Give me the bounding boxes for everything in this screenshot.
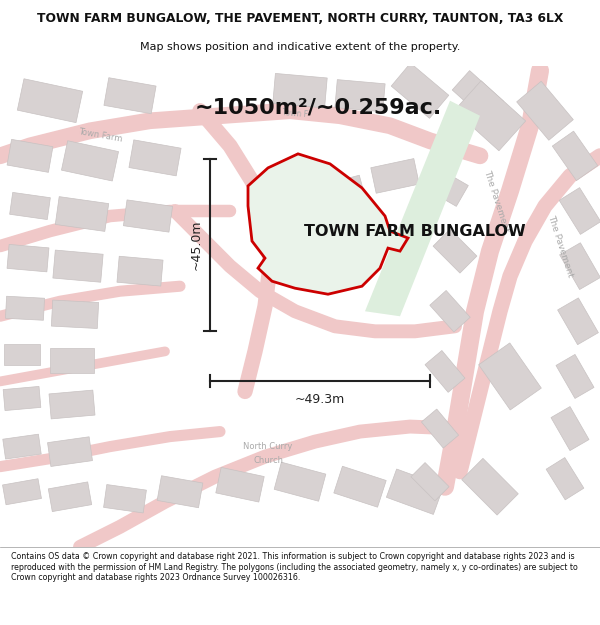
Polygon shape <box>17 79 83 122</box>
Polygon shape <box>365 101 480 316</box>
Text: The Pavement: The Pavement <box>482 169 511 233</box>
Polygon shape <box>422 166 469 206</box>
Polygon shape <box>129 140 181 176</box>
Polygon shape <box>559 188 600 234</box>
Polygon shape <box>7 139 53 172</box>
Polygon shape <box>248 154 408 294</box>
Polygon shape <box>273 73 327 108</box>
Polygon shape <box>104 78 156 114</box>
Polygon shape <box>546 458 584 500</box>
Polygon shape <box>50 348 94 373</box>
Polygon shape <box>560 242 600 289</box>
Polygon shape <box>462 458 518 515</box>
Text: ~49.3m: ~49.3m <box>295 393 345 406</box>
Text: The Pavement: The Pavement <box>545 214 574 278</box>
Polygon shape <box>2 479 41 505</box>
Text: ~1050m²/~0.259ac.: ~1050m²/~0.259ac. <box>194 98 442 118</box>
Polygon shape <box>334 466 386 508</box>
Polygon shape <box>52 300 98 329</box>
Polygon shape <box>3 434 41 459</box>
Polygon shape <box>157 476 203 508</box>
Text: TOWN FARM BUNGALOW: TOWN FARM BUNGALOW <box>304 224 526 239</box>
Polygon shape <box>551 406 589 451</box>
Polygon shape <box>556 354 594 399</box>
Polygon shape <box>55 197 109 231</box>
Polygon shape <box>104 484 146 513</box>
Polygon shape <box>454 81 526 151</box>
Polygon shape <box>124 200 173 232</box>
Polygon shape <box>61 141 119 181</box>
Polygon shape <box>313 175 367 217</box>
Polygon shape <box>425 351 465 392</box>
Text: TOWN FARM BUNGALOW, THE PAVEMENT, NORTH CURRY, TAUNTON, TA3 6LX: TOWN FARM BUNGALOW, THE PAVEMENT, NORTH … <box>37 12 563 25</box>
Polygon shape <box>391 63 449 118</box>
Polygon shape <box>411 462 449 501</box>
Polygon shape <box>274 462 326 501</box>
Text: ~45.0m: ~45.0m <box>190 220 203 271</box>
Text: Town F: Town F <box>282 108 308 119</box>
Polygon shape <box>117 256 163 286</box>
Polygon shape <box>335 79 385 112</box>
Polygon shape <box>10 192 50 219</box>
Polygon shape <box>5 296 44 320</box>
Text: North Curry: North Curry <box>244 442 293 451</box>
Text: Map shows position and indicative extent of the property.: Map shows position and indicative extent… <box>140 42 460 52</box>
Text: Contains OS data © Crown copyright and database right 2021. This information is : Contains OS data © Crown copyright and d… <box>11 552 578 582</box>
Polygon shape <box>3 386 41 411</box>
Polygon shape <box>433 229 477 273</box>
Text: Church: Church <box>253 456 283 465</box>
Polygon shape <box>452 71 504 121</box>
Text: Town Farm: Town Farm <box>77 127 122 144</box>
Polygon shape <box>517 81 574 140</box>
Polygon shape <box>386 469 443 514</box>
Polygon shape <box>49 390 95 419</box>
Polygon shape <box>4 344 40 365</box>
Polygon shape <box>49 482 92 512</box>
Polygon shape <box>7 244 49 272</box>
Polygon shape <box>216 468 264 502</box>
Polygon shape <box>553 131 598 181</box>
Polygon shape <box>421 409 458 448</box>
Polygon shape <box>53 250 103 282</box>
Polygon shape <box>371 159 419 193</box>
Polygon shape <box>557 298 598 344</box>
Polygon shape <box>479 343 541 410</box>
Polygon shape <box>430 291 470 332</box>
Polygon shape <box>47 437 92 466</box>
